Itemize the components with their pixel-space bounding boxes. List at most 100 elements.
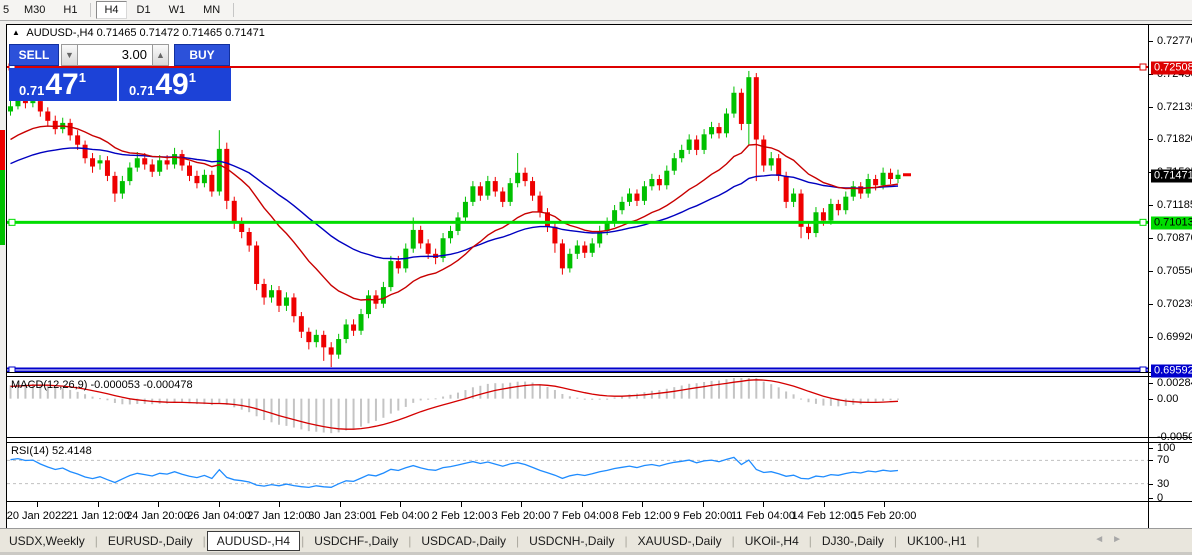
time-tick-mark — [884, 502, 885, 507]
sell-button[interactable]: SELL — [9, 44, 59, 66]
time-label: 26 Jan 04:00 — [187, 510, 251, 522]
macd-histogram-bar — [770, 384, 773, 399]
rsi-tick-label: 70 — [1157, 454, 1170, 466]
chart-tab-dj30-daily[interactable]: DJ30-,Daily — [821, 533, 884, 548]
macd-tick-label: -0.005032 — [1157, 431, 1192, 443]
rsi-line — [10, 456, 899, 489]
timeframe-button-MN[interactable]: MN — [203, 4, 221, 16]
time-tick-mark — [400, 502, 401, 507]
horizontal-line-resistance[interactable] — [7, 66, 1148, 68]
candle-bear — [537, 195, 543, 213]
candle-bear — [530, 181, 536, 196]
candle-bull — [597, 230, 603, 244]
timeframe-button-M30[interactable]: M30 — [24, 4, 46, 16]
chart-tab-usdcnh-daily[interactable]: USDCNH-,Daily — [529, 533, 615, 548]
moving-average-fast — [10, 125, 899, 301]
line-anchor-marker[interactable] — [1139, 366, 1147, 372]
macd-histogram-bar — [39, 384, 42, 399]
buy-price-prefix: 0.71 — [129, 83, 155, 98]
macd-histogram-bar — [113, 398, 116, 403]
macd-histogram-bar — [829, 398, 832, 406]
buy-price-box[interactable]: 0.71 49 1 — [119, 68, 231, 101]
macd-histogram-bar — [98, 398, 101, 400]
volume-field[interactable]: 3.00 — [78, 44, 152, 66]
time-tick-mark — [461, 502, 462, 507]
candle-bull — [567, 253, 573, 269]
tab-separator: | — [202, 533, 206, 548]
chart-tab-usdx-weekly[interactable]: USDX,Weekly — [9, 533, 85, 548]
macd-histogram-bar — [337, 398, 340, 433]
macd-histogram-bar — [143, 398, 146, 404]
volume-decrease-button[interactable]: ▼ — [61, 44, 78, 66]
time-axis[interactable]: 20 Jan 2022 21 Jan 12:00 24 Jan 20:00 26 Ja… — [7, 502, 1148, 528]
candlestick-chart[interactable] — [7, 25, 1148, 372]
rsi-label: RSI(14) 52.4148 — [11, 445, 92, 457]
tab-scroll-left-icon[interactable]: ◄ — [1094, 534, 1113, 545]
candle-bull — [172, 154, 178, 165]
timeframe-button-H4[interactable]: H4 — [96, 1, 127, 19]
volume-increase-button[interactable]: ▲ — [152, 44, 169, 66]
macd-plot[interactable] — [7, 377, 1148, 437]
macd-histogram-bar — [76, 391, 79, 399]
macd-histogram-bar — [128, 398, 131, 405]
candle-bull — [574, 245, 580, 254]
time-label: 20 Jan 2022 — [6, 510, 68, 522]
candle-bear — [477, 186, 483, 196]
toolbar-separator — [90, 3, 92, 17]
rsi-plot[interactable] — [7, 443, 1148, 501]
line-anchor-marker[interactable] — [8, 218, 16, 226]
chart-tab-usdcad-daily[interactable]: USDCAD-,Daily — [421, 533, 507, 548]
chart-tab-usdchf-daily[interactable]: USDCHF-,Daily — [314, 533, 399, 548]
macd-tick-mark — [1149, 383, 1153, 384]
macd-histogram-bar — [897, 398, 900, 400]
price-axis[interactable]: 0.727700.724500.721350.718200.715050.711… — [1148, 25, 1192, 528]
price-chart-panel[interactable]: ▲ AUDUSD-,H4 0.71465 0.71472 0.71465 0.7… — [7, 25, 1192, 373]
macd-histogram-bar — [635, 393, 638, 399]
macd-histogram-bar — [725, 379, 728, 399]
one-click-panel-toggle-icon[interactable]: ▲ — [12, 28, 20, 37]
candle-bear — [104, 160, 110, 176]
line-anchor-marker[interactable] — [1139, 63, 1147, 71]
timeframe-button-5[interactable]: 5 — [3, 4, 10, 16]
candle-bull — [485, 181, 491, 196]
chart-tab-xauusd-daily[interactable]: XAUUSD-,Daily — [637, 533, 722, 548]
candle-bull — [746, 77, 752, 124]
macd-histogram-bar — [46, 385, 49, 399]
candle-bull — [462, 201, 468, 218]
candle-bear — [224, 148, 230, 201]
tab-scroll-right-icon[interactable]: ► — [1112, 534, 1130, 545]
candle-bear — [164, 160, 170, 165]
candle-bull — [664, 170, 670, 186]
timeframe-button-D1[interactable]: D1 — [136, 4, 151, 16]
chart-tab-uk100-h1[interactable]: UK100-,H1 — [907, 533, 967, 548]
macd-histogram-bar — [16, 384, 19, 399]
sell-price-pipette: 1 — [78, 70, 86, 85]
price-tick-mark — [1149, 238, 1153, 239]
chart-tab-eurusd-daily[interactable]: EURUSD-,Daily — [107, 533, 193, 548]
macd-histogram-bar — [800, 398, 803, 400]
line-anchor-marker[interactable] — [8, 366, 16, 372]
candle-bear — [52, 120, 58, 130]
candle-bull — [269, 290, 275, 298]
timeframe-button-H1[interactable]: H1 — [63, 4, 78, 16]
line-anchor-marker[interactable] — [1139, 218, 1147, 226]
chart-tab-audusd-h4[interactable]: AUDUSD-,H4 — [206, 530, 301, 551]
chart-tab-ukoil-h4[interactable]: UKOil-,H4 — [744, 533, 799, 548]
price-axis-border — [1148, 25, 1149, 528]
candle-bull — [791, 193, 797, 202]
macd-signal-line — [10, 379, 899, 430]
time-label: 3 Feb 20:00 — [491, 510, 551, 522]
macd-indicator-panel[interactable]: MACD(12,26,9) -0.000053 -0.000478 — [7, 376, 1192, 438]
macd-histogram-bar — [874, 398, 877, 403]
rsi-indicator-panel[interactable]: RSI(14) 52.4148 — [7, 442, 1192, 502]
candle-bear — [298, 316, 304, 332]
timeframe-button-W1[interactable]: W1 — [168, 4, 186, 16]
buy-button[interactable]: BUY — [174, 44, 230, 66]
sell-price-box[interactable]: 0.71 47 1 — [9, 68, 117, 101]
macd-histogram-bar — [785, 391, 788, 399]
price-badge: 0.69592 — [1151, 364, 1192, 378]
candle-bear — [261, 283, 267, 298]
macd-histogram-bar — [680, 385, 683, 399]
horizontal-line-support[interactable] — [7, 220, 1148, 224]
macd-histogram-bar — [315, 398, 318, 432]
